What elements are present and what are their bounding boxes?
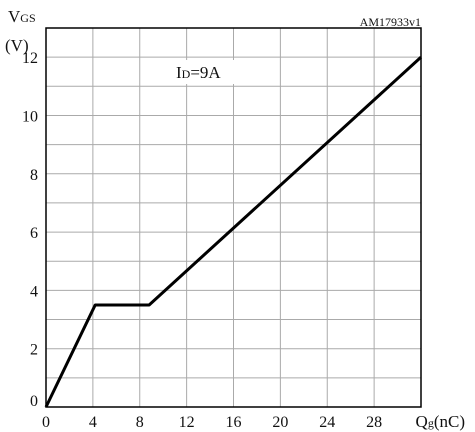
drain-current-annotation: ID=9A <box>176 63 221 82</box>
x-tick-label: 8 <box>136 414 144 431</box>
annotation-background <box>172 60 244 84</box>
y-tick-label: 0 <box>30 393 38 410</box>
x-tick-label: 28 <box>366 414 382 431</box>
y-tick-label: 6 <box>30 225 38 242</box>
y-axis-unit: (V) <box>5 36 29 55</box>
plot-frame <box>45 27 422 408</box>
x-tick-label: 20 <box>272 414 288 431</box>
x-tick-label: 24 <box>319 414 335 431</box>
grid-lines <box>46 28 421 407</box>
y-axis-label: VGS <box>8 7 36 26</box>
y-tick-label: 2 <box>30 342 38 359</box>
x-tick-label: 12 <box>179 414 195 431</box>
y-tick-label: 8 <box>30 167 38 184</box>
chart-id-code: AM17933v1 <box>360 15 421 29</box>
x-tick-label: 4 <box>89 414 97 431</box>
x-tick-label: 16 <box>226 414 242 431</box>
vgs-curve <box>44 56 423 408</box>
x-axis-label: Qg(nC) <box>416 412 465 431</box>
x-tick-label: 0 <box>42 414 50 431</box>
y-tick-label: 4 <box>30 283 38 300</box>
y-tick-label: 12 <box>22 50 38 67</box>
y-tick-label: 10 <box>22 108 38 125</box>
